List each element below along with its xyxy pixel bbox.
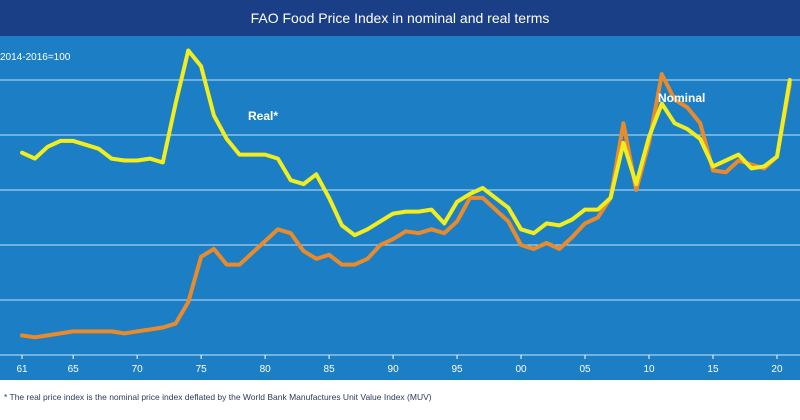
plot-panel — [0, 36, 800, 380]
x-tick-label: 80 — [260, 364, 272, 375]
series-line-real — [20, 48, 792, 238]
y-axis-unit-label: 2014-2016=100 — [0, 52, 71, 63]
chart-header — [0, 0, 800, 36]
chart-title: FAO Food Price Index in nominal and real… — [250, 10, 550, 26]
x-tick-label: 70 — [132, 364, 144, 375]
x-tick-label: 10 — [643, 364, 655, 375]
chart-footer — [0, 380, 800, 420]
x-tick-label: 95 — [452, 364, 464, 375]
x-tick-label: 85 — [324, 364, 336, 375]
x-tick-label: 61 — [16, 364, 28, 375]
x-tick-label: 05 — [579, 364, 591, 375]
x-tick-label: 75 — [196, 364, 208, 375]
series-line-nominal — [20, 72, 792, 340]
x-tick-label: 15 — [707, 364, 719, 375]
series-label-real: Real* — [248, 109, 278, 123]
series-label-nominal: Nominal — [658, 91, 705, 105]
x-tick-label: 00 — [515, 364, 527, 375]
x-tick-label: 20 — [771, 364, 783, 375]
x-tick-label: 90 — [388, 364, 400, 375]
x-tick-label: 65 — [68, 364, 80, 375]
chart-footnote: * The real price index is the nominal pr… — [4, 392, 432, 402]
